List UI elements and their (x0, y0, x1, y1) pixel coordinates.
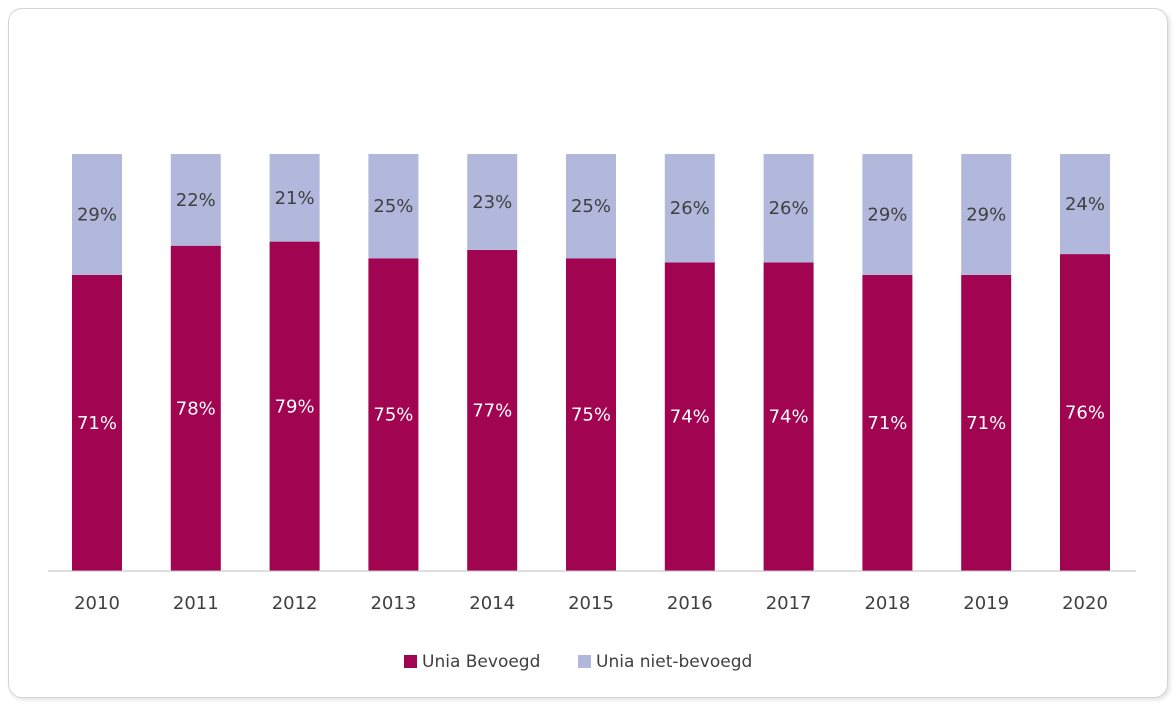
data-label-niet-bevoegd-2016: 26% (670, 198, 710, 219)
bar-niet-bevoegd-2018 (862, 154, 913, 275)
x-tick-label-2015: 2015 (568, 593, 614, 614)
bar-bevoegd-2019 (961, 274, 1012, 571)
bar-bevoegd-2020 (1060, 254, 1110, 571)
x-tick-label-2011: 2011 (173, 593, 219, 614)
bars-group: 71% 29% 78% 22% 79% 21% 75% 25% 77% 23% 75% 25% 74% 2… (72, 154, 1110, 572)
data-label-niet-bevoegd-2019: 29% (966, 205, 1006, 226)
x-tick-label-2010: 2010 (74, 593, 120, 614)
data-label-bevoegd-2018: 71% (867, 413, 907, 434)
bar-bevoegd-2010 (72, 274, 122, 571)
bar-bevoegd-2018 (862, 274, 913, 571)
data-label-niet-bevoegd-2020: 24% (1065, 194, 1105, 215)
bar-niet-bevoegd-2015 (566, 154, 616, 259)
data-label-bevoegd-2020: 76% (1065, 403, 1105, 424)
data-label-niet-bevoegd-2018: 29% (867, 205, 907, 226)
data-label-bevoegd-2016: 74% (670, 407, 710, 428)
bar-niet-bevoegd-2010 (72, 154, 122, 275)
x-tick-label-2016: 2016 (667, 593, 713, 614)
bar-niet-bevoegd-2019 (961, 154, 1012, 275)
legend-swatch-niet-bevoegd (578, 655, 591, 668)
bar-niet-bevoegd-2016 (664, 154, 715, 263)
data-label-niet-bevoegd-2015: 25% (571, 196, 611, 217)
x-tick-label-2017: 2017 (766, 593, 812, 614)
bar-bevoegd-2015 (566, 258, 616, 572)
x-tick-label-2018: 2018 (864, 593, 910, 614)
x-tick-labels: 2010 2011 2012 2013 2014 2015 2016 2017 2018 2019… (74, 593, 1108, 614)
bar-niet-bevoegd-2011 (170, 154, 221, 246)
x-tick-label-2013: 2013 (370, 593, 416, 614)
x-tick-label-2019: 2019 (963, 593, 1009, 614)
data-label-bevoegd-2012: 79% (275, 396, 315, 417)
x-tick-label-2014: 2014 (469, 593, 515, 614)
bar-niet-bevoegd-2020 (1060, 154, 1110, 255)
bar-niet-bevoegd-2017 (763, 154, 814, 263)
legend: Unia Bevoegd Unia niet-bevoegd (404, 652, 752, 672)
data-label-bevoegd-2014: 77% (472, 401, 512, 422)
x-tick-label-2012: 2012 (272, 593, 318, 614)
legend-swatch-bevoegd (404, 655, 417, 668)
bar-bevoegd-2011 (170, 245, 221, 571)
data-label-bevoegd-2011: 78% (176, 398, 216, 419)
data-label-bevoegd-2015: 75% (571, 405, 611, 426)
data-label-bevoegd-2017: 74% (769, 407, 809, 428)
legend-label-bevoegd: Unia Bevoegd (422, 652, 540, 672)
data-label-niet-bevoegd-2014: 23% (472, 192, 512, 213)
data-label-niet-bevoegd-2017: 26% (769, 198, 809, 219)
bar-bevoegd-2017 (763, 262, 814, 571)
data-label-niet-bevoegd-2013: 25% (373, 196, 413, 217)
legend-label-niet-bevoegd: Unia niet-bevoegd (596, 652, 752, 672)
data-label-niet-bevoegd-2012: 21% (275, 188, 315, 209)
data-label-bevoegd-2013: 75% (373, 405, 413, 426)
bar-niet-bevoegd-2013 (368, 154, 419, 259)
x-tick-label-2020: 2020 (1062, 593, 1108, 614)
bar-bevoegd-2014 (467, 249, 518, 571)
bar-bevoegd-2016 (664, 262, 715, 571)
bar-niet-bevoegd-2014 (467, 154, 518, 250)
bar-niet-bevoegd-2012 (269, 154, 320, 242)
data-label-niet-bevoegd-2010: 29% (77, 205, 117, 226)
data-label-niet-bevoegd-2011: 22% (176, 190, 216, 211)
data-label-bevoegd-2019: 71% (966, 413, 1006, 434)
bar-bevoegd-2013 (368, 258, 419, 572)
bar-bevoegd-2012 (269, 241, 320, 571)
data-label-bevoegd-2010: 71% (77, 413, 117, 434)
